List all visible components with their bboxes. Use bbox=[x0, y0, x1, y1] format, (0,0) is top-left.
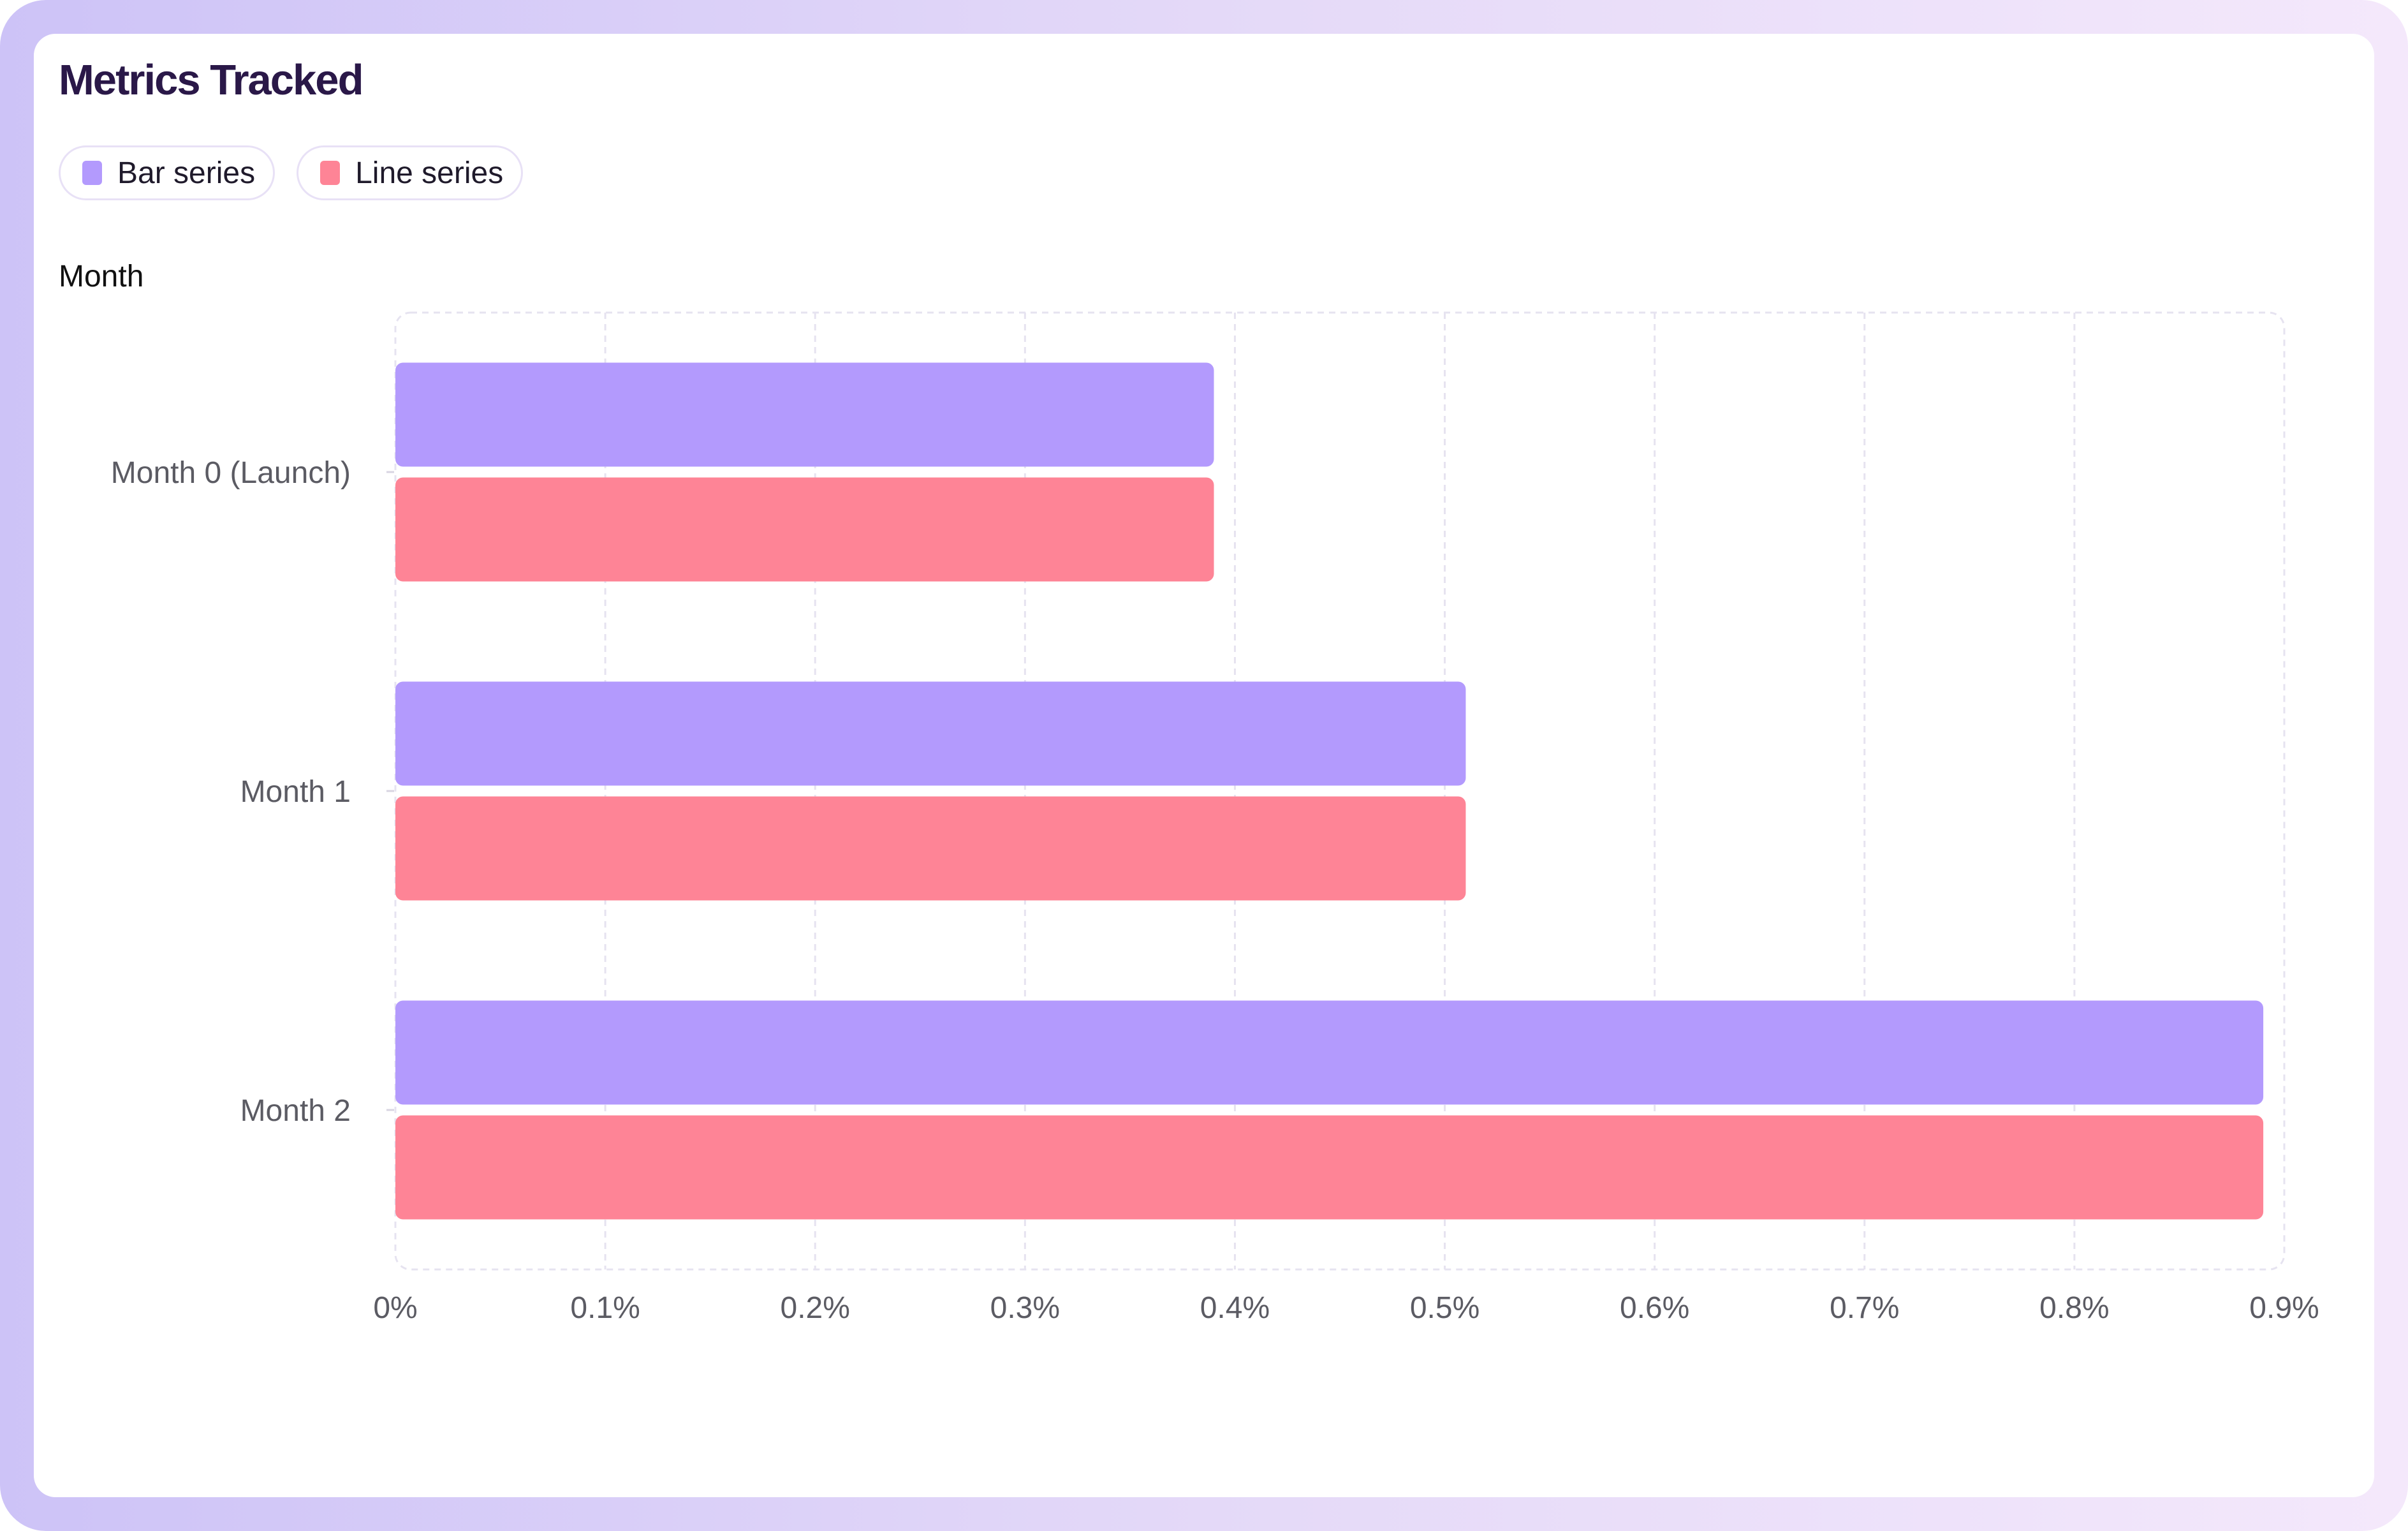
line-series-bar bbox=[395, 1115, 2264, 1220]
bar-series-bar bbox=[395, 681, 1466, 786]
line-series-bar bbox=[395, 796, 1466, 901]
line-series-bar bbox=[395, 477, 1214, 582]
y-tick-label: Month 1 bbox=[240, 775, 351, 809]
x-tick-label: 0% bbox=[373, 1291, 417, 1325]
bar-series-swatch bbox=[82, 161, 102, 185]
x-tick-label: 0.1% bbox=[570, 1291, 640, 1325]
legend-label-line-series: Line series bbox=[355, 156, 504, 190]
legend: Bar series Line series bbox=[59, 145, 524, 200]
x-tick-label: 0.3% bbox=[990, 1291, 1060, 1325]
x-tick-label: 0.9% bbox=[2249, 1291, 2319, 1325]
x-tick-label: 0.4% bbox=[1200, 1291, 1270, 1325]
y-tick-label: Month 2 bbox=[240, 1094, 351, 1128]
x-tick-label: 0.2% bbox=[781, 1291, 850, 1325]
legend-label-bar-series: Bar series bbox=[117, 156, 256, 190]
legend-item-bar-series[interactable]: Bar series bbox=[59, 145, 275, 200]
y-tick-label: Month 0 (Launch) bbox=[111, 456, 351, 490]
line-series-swatch bbox=[320, 161, 341, 185]
legend-item-line-series[interactable]: Line series bbox=[297, 145, 524, 200]
plot-border bbox=[394, 311, 2286, 1271]
y-axis-title: Month bbox=[59, 260, 144, 293]
bar-series-bar bbox=[395, 362, 1214, 467]
bar-series-bar bbox=[395, 1000, 2264, 1105]
x-tick-label: 0.7% bbox=[1830, 1291, 1899, 1325]
x-tick-label: 0.6% bbox=[1620, 1291, 1689, 1325]
x-tick-label: 0.5% bbox=[1410, 1291, 1479, 1325]
chart-title: Metrics Tracked bbox=[59, 56, 363, 104]
x-tick-label: 0.8% bbox=[2039, 1291, 2109, 1325]
